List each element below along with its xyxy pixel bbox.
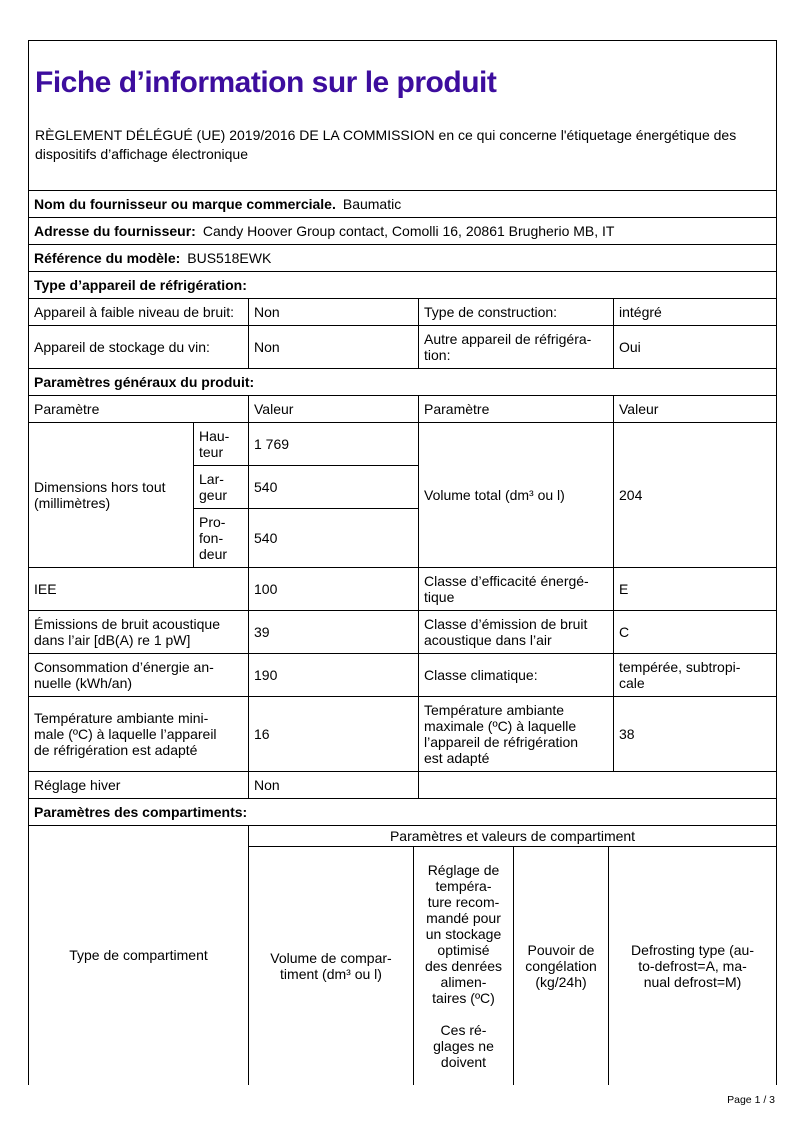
table-row: Température ambiante mini- male (ºC) à l… [28, 696, 777, 772]
depth-value: 540 [248, 508, 419, 568]
construction-type-value: intégré [613, 298, 777, 326]
compartments-heading: Paramètres des compartiments: [28, 798, 777, 826]
freezing-capacity-header: Pouvoir de congélation (kg/24h) [513, 846, 609, 1085]
max-ambient-temp-value: 38 [613, 696, 777, 772]
table-row: Dimensions hors tout (millimètres) Hau- … [28, 422, 777, 568]
header-cell: Fiche d’information sur le produit RÈGLE… [28, 40, 777, 191]
low-noise-value: Non [248, 298, 419, 326]
noise-class-value: C [613, 610, 777, 654]
table-row: Lar- geur 540 [29, 465, 777, 509]
max-ambient-temp-label: Température ambiante maximale (ºC) à laq… [418, 696, 614, 772]
dimensions-label: Dimensions hors tout (millimètres) [28, 422, 194, 568]
min-ambient-temp-label: Température ambiante mini- male (ºC) à l… [28, 696, 249, 772]
table-row: IEE 100 Classe d’efficacité énergé- tiqu… [28, 567, 777, 611]
supplier-address-cell: Adresse du fournisseur: Candy Hoover Grou… [28, 217, 777, 245]
compartment-group-header: Paramètres et valeurs de compartiment [247, 825, 778, 847]
height-label: Hau- teur [193, 422, 249, 466]
table-row: Appareil à faible niveau de bruit: Non T… [28, 298, 777, 326]
supplier-name-cell: Nom du fournisseur ou marque commerciale… [28, 190, 777, 218]
noise-emission-label: Émissions de bruit acoustique dans l’air… [28, 610, 249, 654]
table-row: Appareil de stockage du vin: Non Autre a… [28, 325, 777, 369]
total-volume-label: Volume total (dm³ ou l) [418, 422, 614, 568]
table-row: Paramètres des compartiments: [28, 798, 777, 826]
width-label: Lar- geur [193, 465, 249, 509]
page-number: Page 1 / 3 [727, 1093, 775, 1106]
table-row: Type d’appareil de réfrigération: [28, 271, 777, 299]
other-appliance-value: Oui [613, 325, 777, 369]
table-row: Consommation d’énergie an- nuelle (kWh/a… [28, 653, 777, 697]
page-title: Fiche d’information sur le produit [35, 66, 497, 99]
table-row: Nom du fournisseur ou marque commerciale… [28, 190, 777, 218]
depth-label: Pro- fon- deur [193, 508, 249, 568]
winter-setting-label: Réglage hiver [28, 771, 249, 799]
model-reference-cell: Référence du modèle: BUS518EWK [28, 244, 777, 272]
eei-label: IEE [28, 567, 249, 611]
product-info-table: Fiche d’information sur le produit RÈGLE… [28, 40, 777, 826]
appliance-type-heading: Type d’appareil de réfrigération: [28, 271, 777, 299]
energy-class-value: E [613, 567, 777, 611]
width-value: 540 [248, 465, 419, 509]
min-ambient-temp-value: 16 [248, 696, 419, 772]
table-row: Pro- fon- deur 540 [29, 508, 777, 568]
low-noise-label: Appareil à faible niveau de bruit: [28, 298, 249, 326]
column-header: Valeur [613, 395, 777, 423]
wine-storage-label: Appareil de stockage du vin: [28, 325, 249, 369]
compartment-type-header: Type de compartiment [28, 825, 249, 1085]
model-reference-label: Référence du modèle: [34, 250, 181, 266]
compartment-volume-header: Volume de compar- timent (dm³ ou l) [248, 846, 414, 1085]
climate-class-value: tempérée, subtropi- cale [613, 653, 777, 697]
climate-class-label: Classe climatique: [418, 653, 614, 697]
table-row: Référence du modèle: BUS518EWK [28, 244, 777, 272]
winter-setting-value: Non [248, 771, 419, 799]
model-reference-value: BUS518EWK [187, 250, 272, 266]
general-params-heading: Paramètres généraux du produit: [28, 368, 777, 396]
annual-energy-value: 190 [248, 653, 419, 697]
total-volume-value: 204 [613, 422, 777, 568]
wine-storage-value: Non [248, 325, 419, 369]
regulation-subtitle: RÈGLEMENT DÉLÉGUÉ (UE) 2019/2016 DE LA C… [35, 127, 737, 162]
other-appliance-label: Autre appareil de réfrigéra- tion: [418, 325, 614, 369]
table-row: Type de compartiment Paramètres et valeu… [28, 825, 778, 1085]
empty-cell [418, 771, 777, 799]
table-row: Réglage hiver Non [28, 771, 777, 799]
table-row: Fiche d’information sur le produit RÈGLE… [28, 40, 777, 191]
height-value: 1 769 [248, 422, 419, 466]
defrosting-type-header: Defrosting type (au- to-defrost=A, ma- n… [607, 846, 778, 1085]
eei-value: 100 [248, 567, 419, 611]
noise-emission-value: 39 [248, 610, 419, 654]
annual-energy-label: Consommation d’énergie an- nuelle (kWh/a… [28, 653, 249, 697]
supplier-name-value: Baumatic [342, 196, 402, 212]
table-row: Adresse du fournisseur: Candy Hoover Grou… [28, 217, 777, 245]
table-row: Volume de compar- timent (dm³ ou l) Régl… [29, 846, 778, 1085]
product-fiche-sheet: Fiche d’information sur le produit RÈGLE… [28, 40, 778, 1106]
table-row: Paramètre Valeur Paramètre Valeur [28, 395, 777, 423]
construction-type-label: Type de construction: [418, 298, 614, 326]
supplier-address-value: Candy Hoover Group contact, Comolli 16, … [202, 223, 615, 239]
temp-setting-header: Réglage de tempéra- ture recom- mandé po… [413, 846, 514, 1085]
energy-class-label: Classe d’efficacité énergé- tique [418, 567, 614, 611]
column-header: Paramètre [418, 395, 614, 423]
supplier-name-label: Nom du fournisseur ou marque commerciale… [34, 196, 336, 212]
column-header: Paramètre [28, 395, 249, 423]
column-header: Valeur [248, 395, 419, 423]
compartment-table: Type de compartiment Paramètres et valeu… [28, 825, 778, 1085]
supplier-address-label: Adresse du fournisseur: [34, 223, 196, 239]
table-row: Émissions de bruit acoustique dans l’air… [28, 610, 777, 654]
noise-class-label: Classe d’émission de bruit acoustique da… [418, 610, 614, 654]
table-row: Paramètres généraux du produit: [28, 368, 777, 396]
